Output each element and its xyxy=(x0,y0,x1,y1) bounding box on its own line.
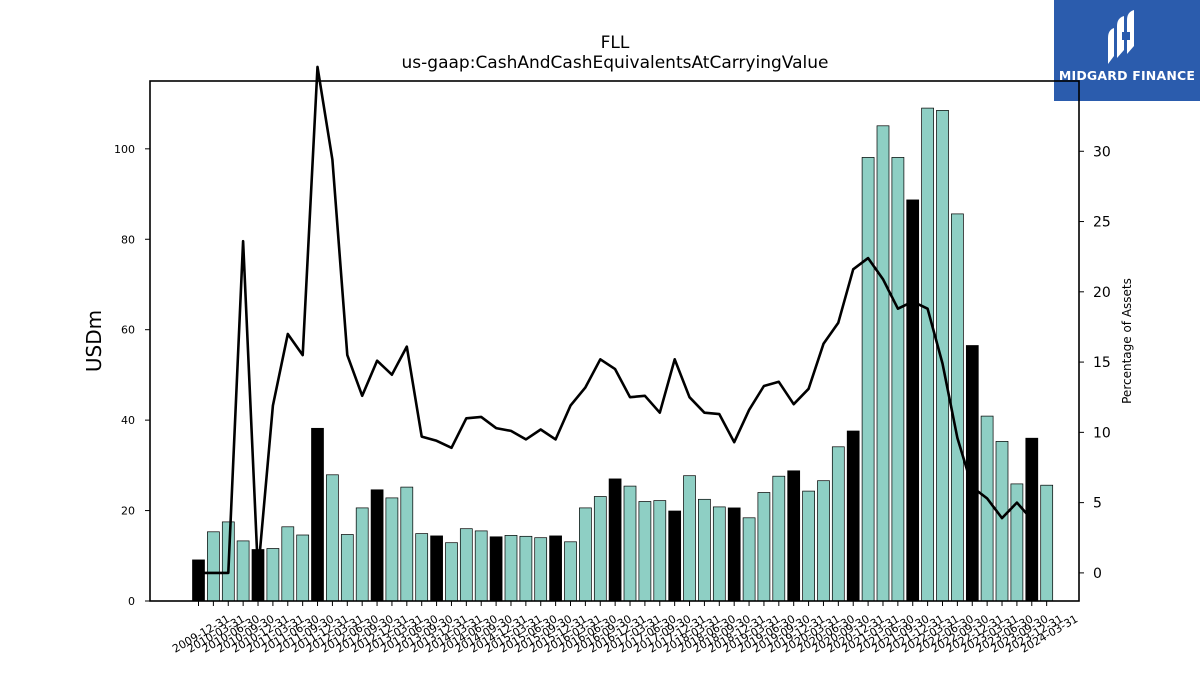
bar xyxy=(519,535,533,602)
percentage-line xyxy=(198,65,1033,575)
bar xyxy=(623,485,637,602)
bar xyxy=(653,500,667,602)
bar xyxy=(340,534,354,602)
bar xyxy=(564,541,577,602)
bar xyxy=(459,528,473,602)
bar xyxy=(772,475,786,602)
y2-tick-label: 5 xyxy=(1093,496,1102,512)
y-tick-label: 40 xyxy=(121,414,135,427)
bar xyxy=(876,125,890,602)
bar xyxy=(683,475,696,602)
bar xyxy=(757,492,771,602)
bar xyxy=(787,470,801,602)
bar xyxy=(980,415,994,602)
bar xyxy=(504,535,518,602)
bar xyxy=(474,530,488,602)
y2-tick-label: 25 xyxy=(1093,215,1111,231)
bar xyxy=(891,157,905,602)
bar xyxy=(400,486,414,602)
bar xyxy=(430,535,443,602)
bar xyxy=(534,537,548,602)
bar xyxy=(1025,437,1039,602)
bar xyxy=(192,559,205,602)
plot-frame xyxy=(149,80,1080,602)
bar xyxy=(385,497,399,602)
y2-axis-label: Percentage of Assets xyxy=(1120,278,1134,404)
bar xyxy=(207,531,220,602)
bar xyxy=(370,489,384,602)
logo-text: MIDGARD FINANCE xyxy=(1058,68,1196,83)
bar xyxy=(921,107,934,602)
bar xyxy=(445,542,458,602)
bar xyxy=(668,510,682,602)
bar xyxy=(236,540,250,602)
bar xyxy=(355,507,369,602)
bar xyxy=(638,501,652,602)
chart-subtitle: us-gaap:CashAndCashEquivalentsAtCarrying… xyxy=(402,53,829,73)
bar xyxy=(727,507,741,602)
bar xyxy=(817,480,830,602)
bar xyxy=(846,430,860,602)
y2-tick-label: 30 xyxy=(1093,144,1111,160)
y2-tick-label: 10 xyxy=(1093,425,1111,441)
bar xyxy=(831,446,845,602)
bar xyxy=(266,548,280,602)
chart-title: FLL xyxy=(601,33,630,53)
y-tick-label: 100 xyxy=(114,143,135,156)
bar xyxy=(936,110,949,602)
bar xyxy=(549,535,562,602)
midgard-logo-icon xyxy=(1108,10,1134,64)
bar xyxy=(698,498,711,602)
y2-tick-label: 20 xyxy=(1093,285,1111,301)
bar xyxy=(296,534,310,602)
y-tick-label: 20 xyxy=(121,505,135,518)
bar xyxy=(489,536,503,602)
y2-tick-label: 15 xyxy=(1093,355,1111,371)
bar xyxy=(906,199,920,602)
bar xyxy=(1040,484,1054,602)
y2-tick-label: 0 xyxy=(1093,566,1102,582)
bar xyxy=(311,427,324,602)
bar xyxy=(861,157,875,602)
bar xyxy=(608,478,622,602)
bar xyxy=(951,213,964,602)
bar xyxy=(326,474,339,602)
bar xyxy=(712,506,726,602)
bar xyxy=(415,533,429,602)
y-tick-label: 80 xyxy=(121,233,135,246)
bar xyxy=(593,496,607,602)
bar xyxy=(281,526,295,602)
y-tick-label: 60 xyxy=(121,324,135,337)
bar xyxy=(995,441,1009,602)
bar xyxy=(579,507,592,602)
bar xyxy=(742,517,756,602)
y-axis-label: USDm xyxy=(82,310,106,372)
y-tick-label: 0 xyxy=(128,595,135,608)
bar xyxy=(802,490,815,602)
